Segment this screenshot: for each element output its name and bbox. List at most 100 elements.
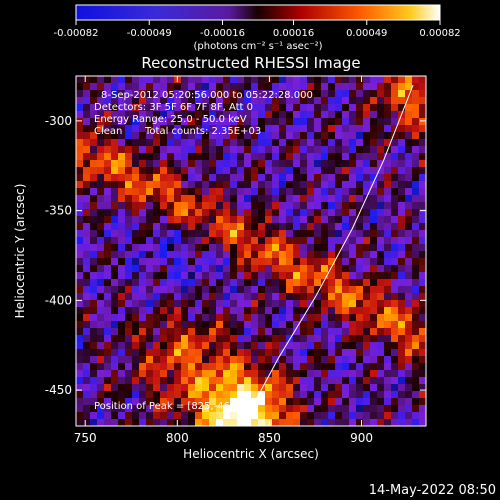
heatmap-cell [321,412,329,420]
heatmap-cell [160,90,168,98]
heatmap-cell [174,286,182,294]
heatmap-cell [391,419,399,426]
heatmap-cell [335,265,343,273]
heatmap-cell [272,279,280,287]
heatmap-cell [349,265,357,273]
heatmap-cell [314,125,322,133]
heatmap-cell [202,237,210,245]
heatmap-cell [265,167,273,175]
heatmap-cell [153,230,161,238]
heatmap-cell [286,188,294,196]
heatmap-cell [174,167,182,175]
heatmap-cell [188,286,196,294]
heatmap-cell [132,118,140,126]
heatmap-cell [419,195,426,203]
heatmap-cell [307,349,315,357]
heatmap-cell [370,76,378,84]
heatmap-cell [230,223,238,231]
heatmap-cell [132,363,140,371]
heatmap-cell [153,356,161,364]
heatmap-cell [342,97,350,105]
heatmap-cell [419,300,426,308]
heatmap-cell [111,419,119,426]
heatmap-cell [125,237,133,245]
heatmap-cell [349,188,357,196]
heatmap-cell [76,174,84,182]
heatmap-cell [321,370,329,378]
heatmap-cell [286,146,294,154]
heatmap-cell [279,223,287,231]
heatmap-cell [83,293,91,301]
heatmap-cell [356,272,364,280]
heatmap-cell [286,258,294,266]
heatmap-cell [342,202,350,210]
heatmap-cell [363,216,371,224]
heatmap-cell [265,258,273,266]
heatmap-cell [118,265,126,273]
heatmap-cell [398,328,406,336]
heatmap-cell [377,167,385,175]
heatmap-cell [209,188,217,196]
heatmap-cell [258,321,266,329]
heatmap-cell [174,363,182,371]
heatmap-cell [167,167,175,175]
heatmap-cell [146,286,154,294]
heatmap-cell [146,265,154,273]
heatmap-cell [258,258,266,266]
heatmap-cell [363,202,371,210]
x-axis: 750 800 850 900 [74,76,373,445]
heatmap-cell [307,314,315,322]
heatmap-cell [370,153,378,161]
heatmap-cell [279,286,287,294]
heatmap-cell [272,398,280,406]
heatmap-cell [146,377,154,385]
heatmap-cell [265,300,273,308]
heatmap-cell [328,118,336,126]
heatmap-cell [293,104,301,112]
heatmap-cell [405,90,413,98]
heatmap-cell [349,335,357,343]
heatmap-cell [258,188,266,196]
heatmap-cell [412,244,420,252]
heatmap-cell [328,97,336,105]
heatmap-cell [230,195,238,203]
heatmap-cell [188,307,196,315]
heatmap-cell [342,230,350,238]
heatmap-cell [188,419,196,426]
heatmap-cell [202,188,210,196]
heatmap-cell [153,405,161,413]
heatmap-cell [419,230,426,238]
heatmap-cell [97,412,105,420]
heatmap-cell [83,412,91,420]
heatmap-cell [160,370,168,378]
heatmap-cell [398,321,406,329]
heatmap-cell [174,181,182,189]
heatmap-cell [384,83,392,91]
heatmap-cell [307,300,315,308]
heatmap-cell [83,104,91,112]
heatmap-cell [174,223,182,231]
heatmap-cell [181,146,189,154]
heatmap-cell [356,293,364,301]
heatmap-cell [174,202,182,210]
heatmap-cell [356,237,364,245]
heatmap-cell [244,83,252,91]
heatmap-cell [377,174,385,182]
heatmap-cell [76,125,84,133]
heatmap-cell [146,419,154,426]
heatmap-cell [118,391,126,399]
heatmap-cell [279,293,287,301]
heatmap-cell [314,174,322,182]
heatmap-cell [342,90,350,98]
heatmap-cell [76,377,84,385]
heatmap-cell [146,293,154,301]
heatmap-cell [398,125,406,133]
heatmap-cell [342,398,350,406]
heatmap-cell [111,160,119,168]
heatmap-cell [412,279,420,287]
heatmap-cell [76,160,84,168]
heatmap-cell [209,405,217,413]
heatmap-cell [174,118,182,126]
heatmap-cell [202,321,210,329]
heatmap-cell [125,398,133,406]
